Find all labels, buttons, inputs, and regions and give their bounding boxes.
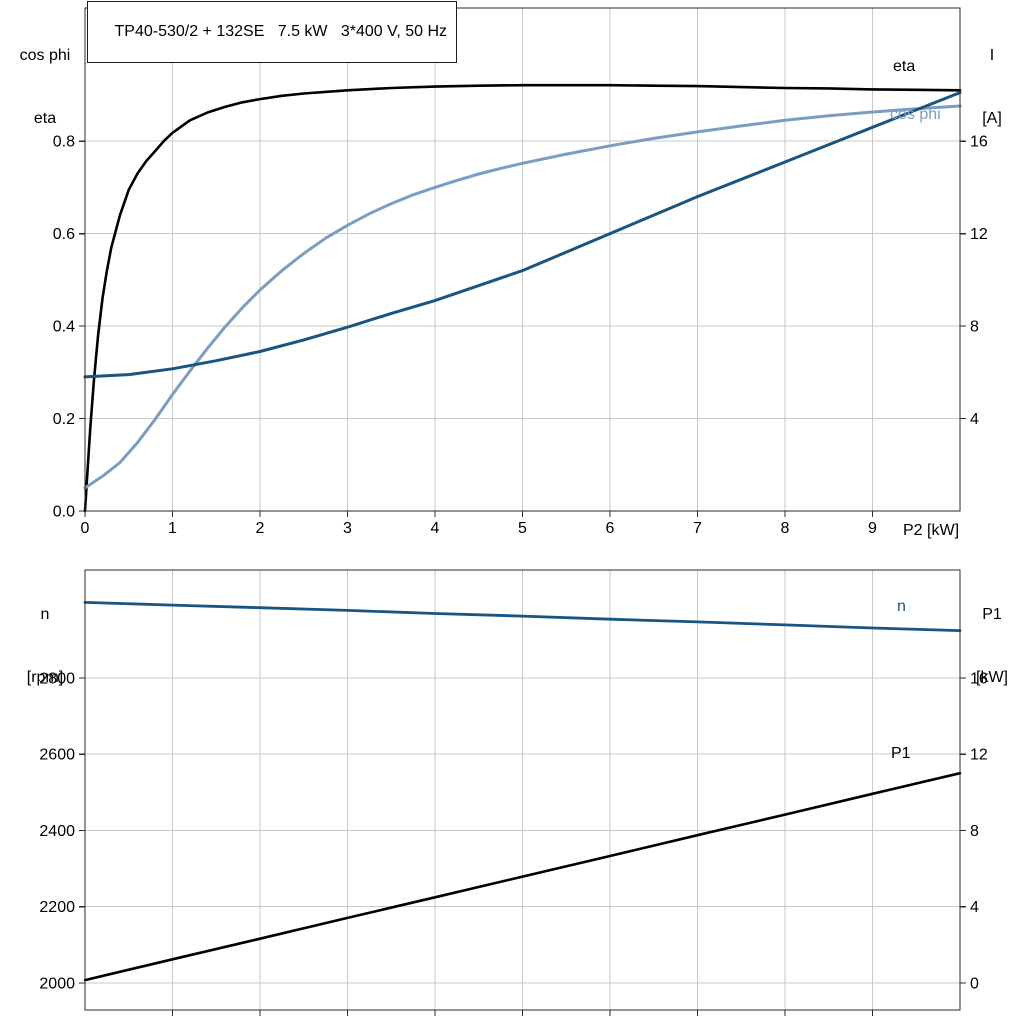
svg-text:2: 2 xyxy=(256,520,265,537)
svg-text:0.6: 0.6 xyxy=(53,226,75,243)
chart-title: TP40-530/2 + 132SE 7.5 kW 3*400 V, 50 Hz xyxy=(114,23,448,40)
curve-label-cos-phi: cos phi xyxy=(890,106,941,123)
bottom-left-axis-title: n [rpm] xyxy=(4,562,86,730)
svg-text:2000: 2000 xyxy=(39,975,75,992)
svg-text:6: 6 xyxy=(606,520,615,537)
svg-text:2200: 2200 xyxy=(39,899,75,916)
svg-text:12: 12 xyxy=(970,747,988,764)
svg-text:1: 1 xyxy=(168,520,177,537)
svg-text:16: 16 xyxy=(970,134,988,151)
x-axis-label-p2: P2 [kW] xyxy=(903,522,960,539)
axis-title-line-ampere-unit: [A] xyxy=(982,110,1002,127)
svg-text:9: 9 xyxy=(868,520,877,537)
svg-text:3: 3 xyxy=(343,520,352,537)
svg-text:4: 4 xyxy=(431,520,440,537)
svg-text:8: 8 xyxy=(970,319,979,336)
svg-text:7: 7 xyxy=(693,520,702,537)
svg-text:2400: 2400 xyxy=(39,823,75,840)
axis-title-line-cos-phi: cos phi xyxy=(19,47,71,64)
axis-title-line-current: I xyxy=(989,47,995,64)
svg-text:0: 0 xyxy=(970,975,979,992)
bottom-right-axis-title: P1 [kW] xyxy=(963,562,1021,730)
svg-text:2800: 2800 xyxy=(39,670,75,687)
axis-title-line-p1: P1 xyxy=(982,606,1002,623)
svg-text:12: 12 xyxy=(970,226,988,243)
axis-title-line-n: n xyxy=(40,606,50,623)
svg-text:4: 4 xyxy=(970,899,979,916)
svg-text:16: 16 xyxy=(970,670,988,687)
svg-text:0.2: 0.2 xyxy=(53,411,75,428)
svg-text:0: 0 xyxy=(81,520,90,537)
top-left-axis-title: cos phi eta xyxy=(4,3,86,171)
svg-text:0.4: 0.4 xyxy=(53,319,75,336)
axis-title-line-kw-unit: [kW] xyxy=(976,669,1008,686)
svg-text:8: 8 xyxy=(970,823,979,840)
svg-text:2600: 2600 xyxy=(39,747,75,764)
svg-text:0.0: 0.0 xyxy=(53,504,75,521)
svg-text:8: 8 xyxy=(781,520,790,537)
chart-title-box: TP40-530/2 + 132SE 7.5 kW 3*400 V, 50 Hz xyxy=(87,1,457,63)
axis-title-line-eta: eta xyxy=(33,110,57,127)
svg-text:4: 4 xyxy=(970,411,979,428)
curve-label-p1: P1 xyxy=(891,745,911,762)
svg-text:0.8: 0.8 xyxy=(53,134,75,151)
top-right-axis-title: I [A] xyxy=(963,3,1021,171)
curve-label-eta: eta xyxy=(893,58,916,75)
curve-label-n: n xyxy=(897,598,906,615)
svg-text:5: 5 xyxy=(518,520,527,537)
axis-title-line-rpm-unit: [rpm] xyxy=(26,669,64,686)
